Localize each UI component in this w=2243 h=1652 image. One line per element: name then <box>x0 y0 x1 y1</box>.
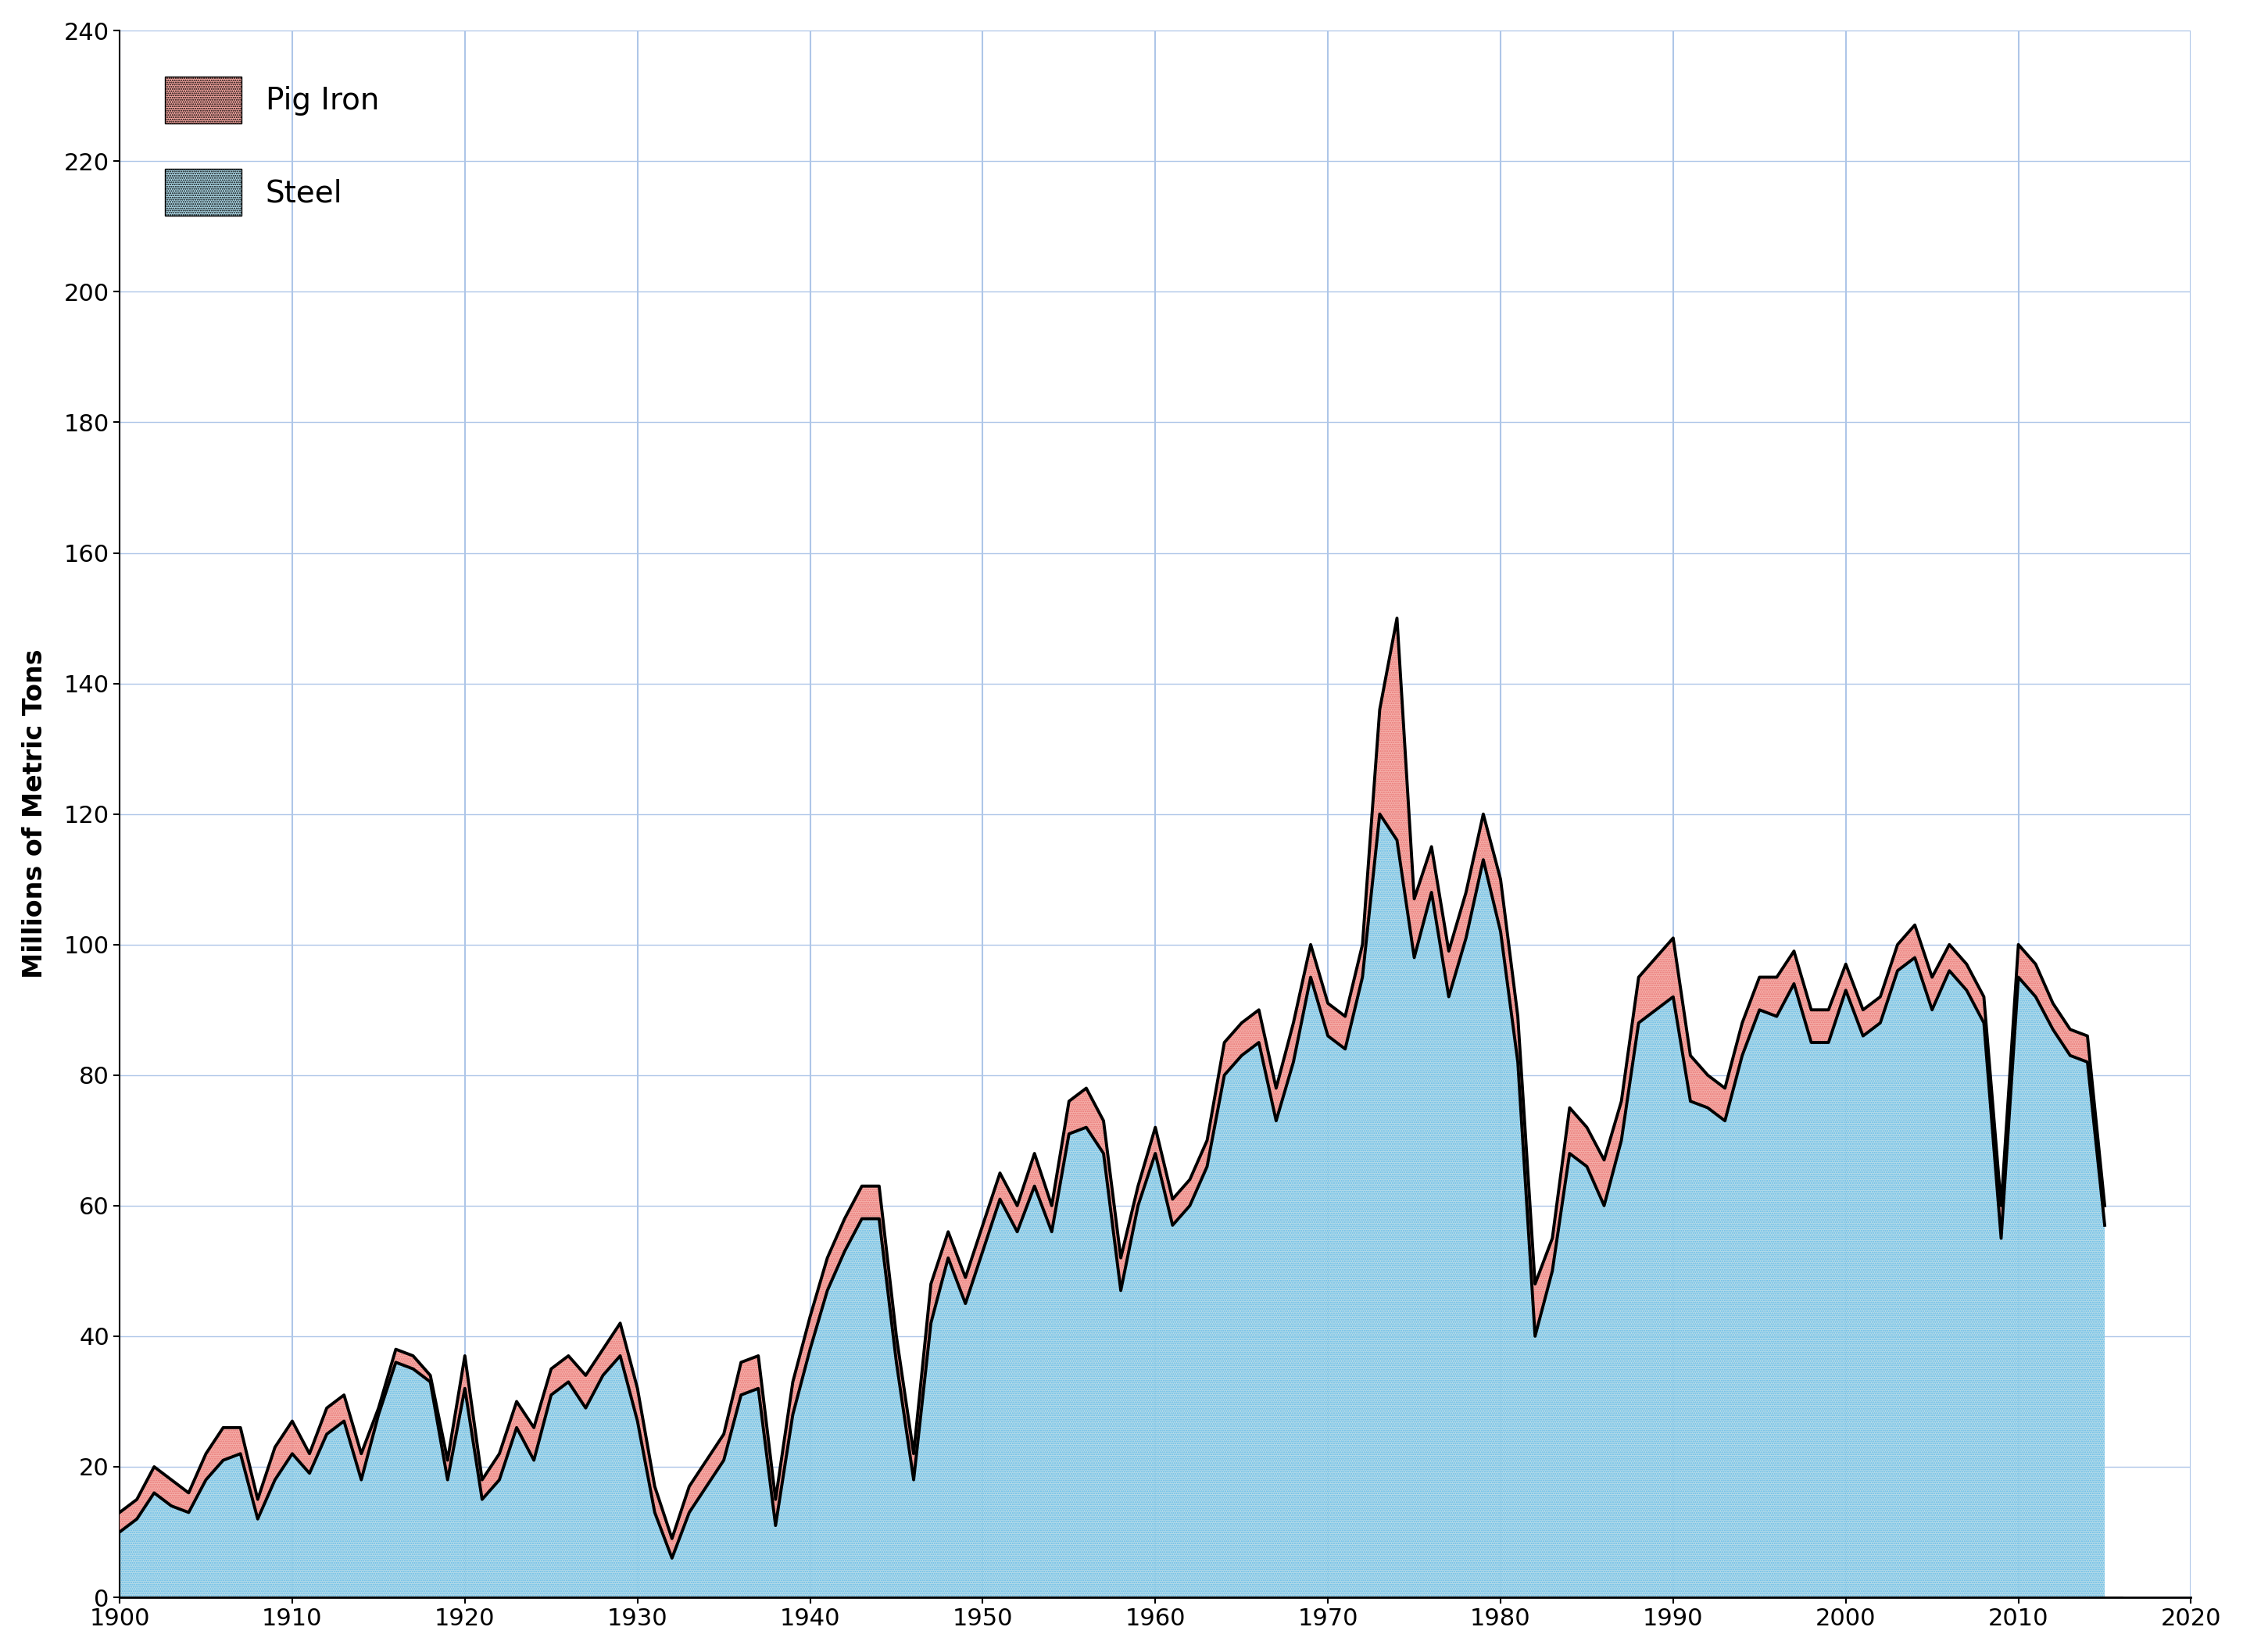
Legend: Pig Iron, Steel: Pig Iron, Steel <box>135 46 410 246</box>
Y-axis label: Millions of Metric Tons: Millions of Metric Tons <box>22 649 47 978</box>
